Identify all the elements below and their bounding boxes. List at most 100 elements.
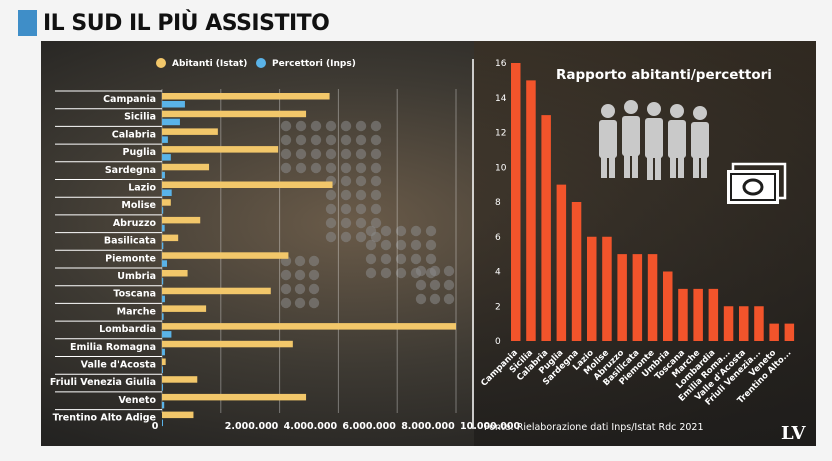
bar-percettori (162, 136, 168, 143)
decor-dot (294, 297, 306, 309)
decor-dot (340, 120, 352, 132)
decor-dot (280, 120, 292, 132)
y-tick-label: 0 (495, 337, 501, 347)
bar-rapporto (723, 306, 734, 341)
decor-dot (325, 148, 337, 160)
bar-abitanti (162, 234, 179, 242)
bar-rapporto (663, 271, 673, 341)
decor-dot (395, 267, 407, 279)
decor-dot (429, 293, 441, 305)
decor-dot (294, 255, 306, 267)
decor-dot (425, 253, 437, 265)
category-label: Abruzzo (113, 218, 157, 229)
decor-dot (395, 253, 407, 265)
category-label: Trentino Alto Adige (53, 413, 156, 424)
banknote-icon (727, 162, 787, 204)
bar-abitanti (162, 110, 307, 118)
x-tick-label: 0 (152, 421, 159, 432)
x-gridlines (161, 89, 457, 413)
decor-dot (340, 162, 352, 174)
bar-percettori (162, 189, 172, 196)
x-tick-label: 8.000.000 (401, 421, 455, 432)
decor-dot (443, 265, 455, 277)
decor-dot (370, 175, 382, 187)
category-label: Campania (103, 94, 156, 105)
category-label: Veneto (118, 395, 156, 406)
right-chart-title: Rapporto abitanti/percettori (556, 67, 772, 83)
decor-dot (410, 253, 422, 265)
bar-rapporto (708, 288, 719, 341)
decor-dot (308, 283, 320, 295)
bar-percettori (162, 154, 171, 161)
decor-dot (355, 120, 367, 132)
bar-rapporto (526, 80, 536, 341)
bar-percettori (162, 260, 167, 267)
decor-dot (325, 189, 337, 201)
decor-dot (380, 267, 392, 279)
decor-dot (295, 148, 307, 160)
bar-percettori (162, 401, 165, 409)
category-label: Puglia (123, 147, 156, 158)
category-label: Toscana (113, 289, 156, 300)
bar-rapporto (678, 288, 688, 341)
legend-abitanti-label: Abitanti (Istat) (172, 59, 247, 69)
decor-dot (280, 283, 292, 295)
decor-dot (340, 175, 352, 187)
decor-dot (310, 134, 322, 146)
category-label: Calabria (112, 129, 156, 140)
category-label: Sardegna (105, 165, 156, 176)
category-label: Basilicata (104, 236, 156, 247)
bar-percettori (162, 118, 180, 126)
bar-abitanti (162, 305, 207, 312)
bar-percettori (162, 366, 163, 373)
x-tick-label: 4.000.000 (284, 421, 338, 432)
bar-abitanti (162, 393, 307, 401)
y-tick-label: 16 (495, 59, 507, 69)
bar-rapporto (739, 306, 749, 341)
bar-abitanti (162, 216, 201, 224)
category-label: Lombardia (99, 324, 156, 335)
y-tick-label: 14 (495, 94, 507, 104)
y-tick-label: 10 (495, 163, 507, 173)
x-tick-label: 10.000.000 (460, 421, 520, 432)
decor-dot (370, 148, 382, 160)
category-label: Valle d'Acosta (81, 360, 156, 371)
decor-dot (325, 120, 337, 132)
decor-dot (308, 269, 320, 281)
decor-dot (415, 293, 427, 305)
decor-dot (325, 217, 337, 229)
category-label: Emilia Romagna (70, 342, 156, 353)
decor-dot (340, 134, 352, 146)
category-label: Molise (121, 200, 156, 211)
y-tick-label: 2 (495, 302, 501, 312)
decor-dot (294, 269, 306, 281)
legend-percettori-swatch (256, 58, 266, 68)
decor-dot (280, 134, 292, 146)
decor-dot (308, 297, 320, 309)
category-label: Piemonte (105, 253, 156, 264)
legend: Abitanti (Istat) Percettori (Inps) (156, 58, 356, 69)
bar-abitanti (162, 340, 293, 348)
legend-abitanti-swatch (156, 58, 166, 68)
decor-dot (443, 279, 455, 291)
decor-dot (429, 265, 441, 277)
decor-dot (355, 231, 367, 243)
decor-dot (325, 134, 337, 146)
decor-dot (295, 120, 307, 132)
decor-dot (280, 162, 292, 174)
decor-dot (280, 297, 292, 309)
decor-dot (395, 225, 407, 237)
bar-abitanti (162, 411, 194, 419)
decor-dot (365, 253, 377, 265)
title-accent-bar (18, 10, 37, 36)
italy-dots-decoration (280, 120, 455, 309)
y-tick-label: 12 (495, 129, 506, 139)
decor-dot (295, 162, 307, 174)
bar-abitanti (162, 323, 456, 330)
decor-dot (310, 148, 322, 160)
decor-dot (340, 217, 352, 229)
decor-dot (370, 134, 382, 146)
decor-dot (443, 293, 455, 305)
decor-dot (415, 265, 427, 277)
decor-dot (355, 217, 367, 229)
